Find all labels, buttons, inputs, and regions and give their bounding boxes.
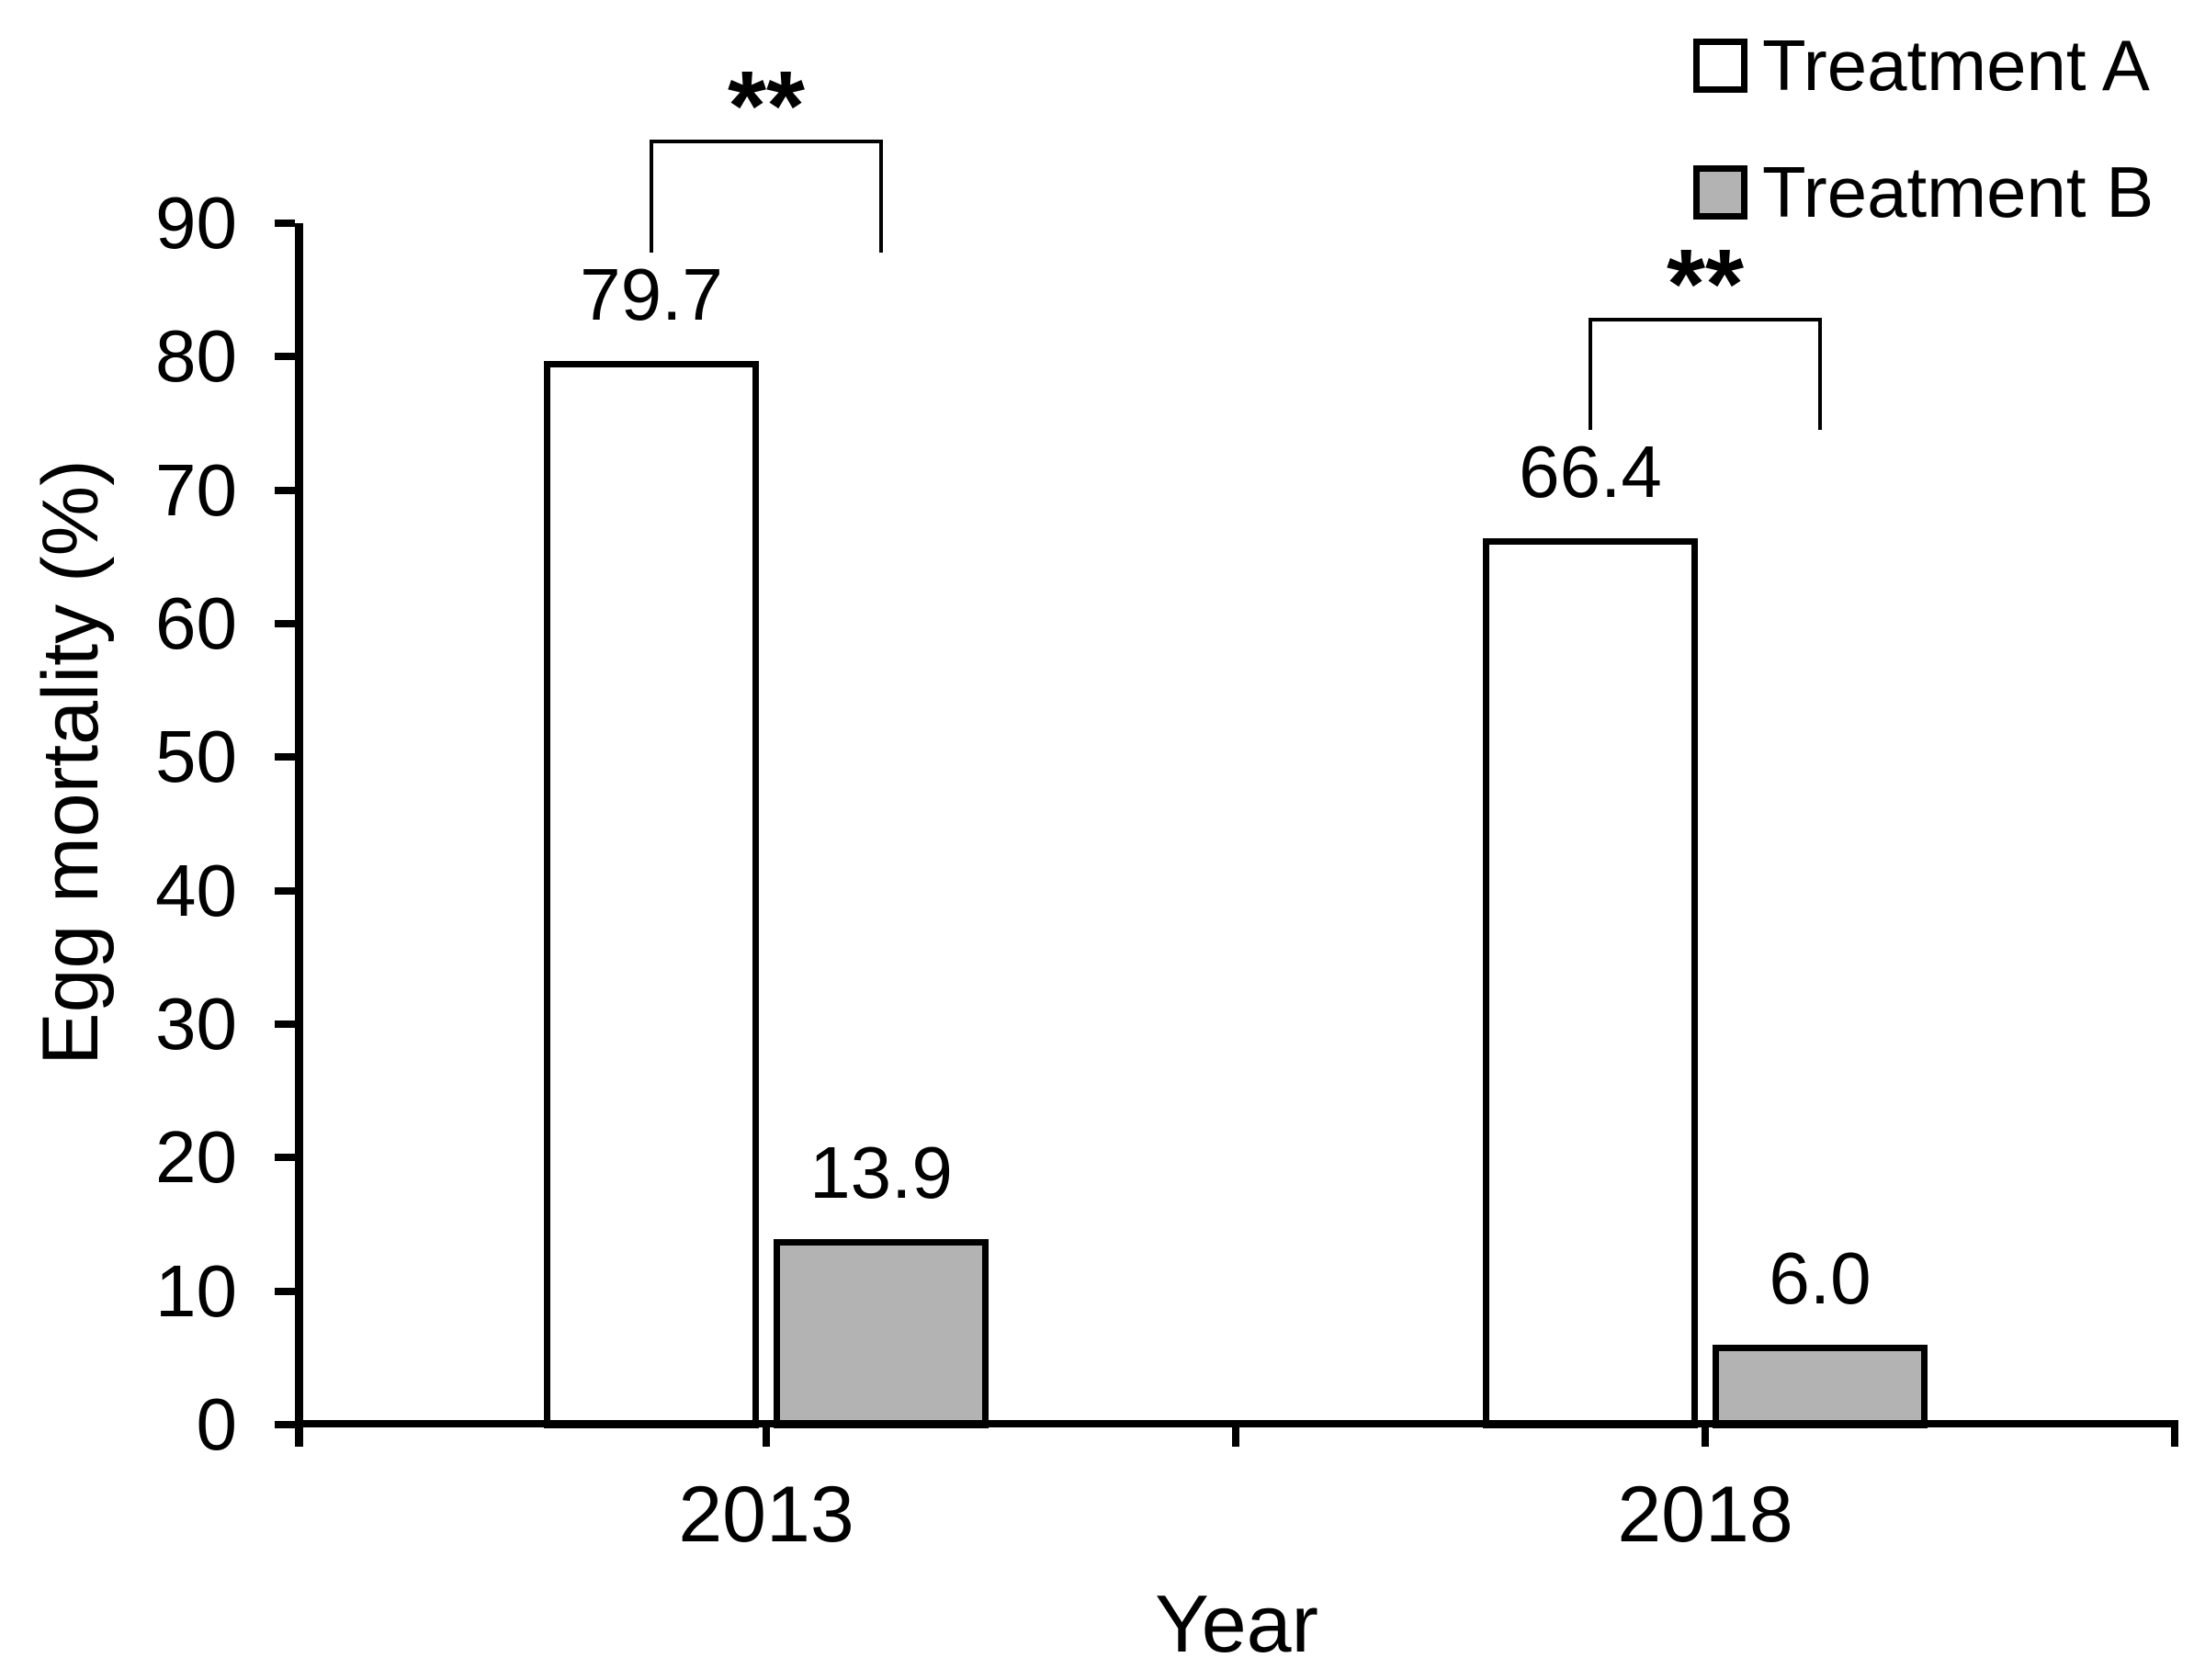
significance-asterisks: ** xyxy=(727,50,806,161)
significance-bracket xyxy=(650,140,883,253)
y-tick-mark xyxy=(275,753,295,761)
y-tick-label: 30 xyxy=(155,983,237,1065)
bar-treatment-a-2013 xyxy=(544,360,759,1428)
legend-label-treatment-a: Treatment A xyxy=(1762,25,2150,106)
y-tick-mark xyxy=(275,353,295,361)
y-tick-label: 80 xyxy=(155,315,237,398)
bar-value-label: 79.7 xyxy=(580,253,723,335)
x-tick-mark xyxy=(1232,1426,1239,1447)
y-tick-label: 60 xyxy=(155,582,237,664)
y-tick-label: 40 xyxy=(155,849,237,931)
x-tick-mark xyxy=(2171,1426,2178,1447)
x-tick-mark xyxy=(763,1426,770,1447)
bar-treatment-b-2018 xyxy=(1713,1344,1928,1428)
treatment-a-swatch-icon xyxy=(1693,38,1747,93)
y-tick-label: 10 xyxy=(155,1249,237,1332)
y-tick-mark xyxy=(275,886,295,895)
bar-value-label: 66.4 xyxy=(1519,430,1662,513)
y-axis-line xyxy=(295,223,303,1447)
y-tick-label: 50 xyxy=(155,716,237,798)
bar-treatment-b-2013 xyxy=(774,1238,989,1428)
bar-treatment-a-2018 xyxy=(1483,537,1698,1428)
y-tick-label: 20 xyxy=(155,1116,237,1199)
legend-label-treatment-b: Treatment B xyxy=(1762,152,2154,232)
x-tick-mark xyxy=(1702,1426,1709,1447)
legend-item-treatment-a: Treatment A xyxy=(1693,24,2150,107)
significance-bracket xyxy=(1589,318,1822,430)
y-tick-mark xyxy=(275,1020,295,1028)
y-tick-mark xyxy=(275,620,295,627)
bar-value-label: 6.0 xyxy=(1769,1236,1871,1319)
significance-asterisks: ** xyxy=(1666,228,1745,339)
y-tick-mark xyxy=(275,1154,295,1162)
x-axis-title: Year xyxy=(1155,1578,1318,1669)
y-tick-mark xyxy=(275,486,295,494)
bar-value-label: 13.9 xyxy=(809,1131,953,1213)
y-tick-mark xyxy=(275,1287,295,1295)
y-tick-label: 70 xyxy=(155,448,237,531)
y-axis-title: Egg mortality (%) xyxy=(27,459,115,1066)
y-tick-mark xyxy=(275,1421,295,1428)
y-tick-mark xyxy=(275,220,295,227)
x-category-label-2018: 2018 xyxy=(1617,1471,1793,1559)
x-axis-line xyxy=(295,1420,2178,1427)
legend-item-treatment-b: Treatment B xyxy=(1693,151,2154,233)
y-tick-label: 0 xyxy=(196,1383,238,1465)
x-category-label-2013: 2013 xyxy=(678,1471,854,1559)
y-tick-label: 90 xyxy=(155,182,237,264)
treatment-b-swatch-icon xyxy=(1693,164,1747,220)
